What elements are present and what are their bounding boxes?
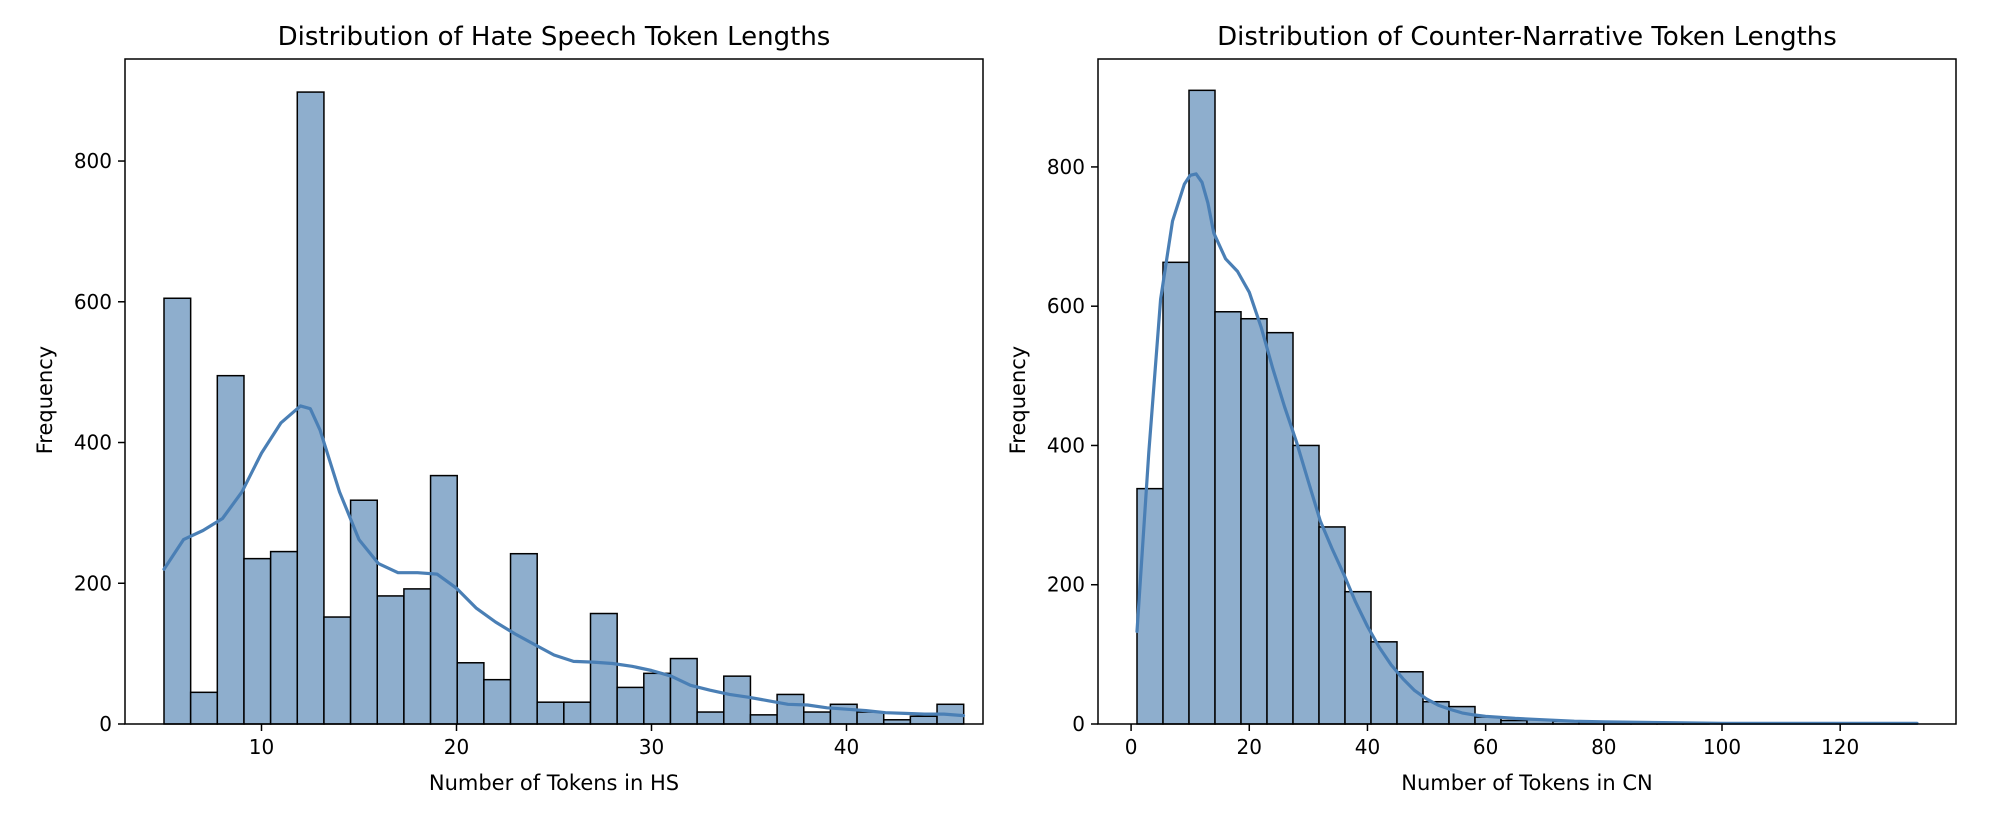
x-tick-label: 20: [444, 735, 469, 759]
histogram-bar: [669, 657, 698, 725]
x-axis-label: Number of Tokens in HS: [429, 771, 679, 795]
histogram-bar: [589, 612, 618, 725]
x-tick-label: 120: [1821, 735, 1859, 759]
histogram-bar: [376, 595, 405, 725]
histogram-bar: [349, 499, 379, 725]
histogram-bar: [323, 616, 352, 725]
histogram-bar: [696, 711, 725, 725]
histogram-bar: [403, 588, 432, 725]
histogram-bar: [1188, 89, 1216, 725]
x-tick-label: 10: [249, 735, 274, 759]
histogram-bar: [643, 672, 672, 725]
histogram-bar: [776, 693, 805, 725]
y-tick-label: 800: [74, 149, 112, 173]
histogram-bar: [483, 678, 512, 725]
histogram-bar: [216, 374, 245, 725]
y-tick-label: 600: [1047, 294, 1085, 318]
plot-area: 0 20 40 60 80 100 120 0 200 400 600 800: [1047, 58, 1957, 759]
y-tick-label: 200: [74, 571, 112, 595]
chart-title: Distribution of Counter-Narrative Token …: [1217, 22, 1837, 52]
histogram-bar: [163, 297, 192, 725]
x-tick-label: 30: [639, 735, 664, 759]
histogram-bar: [803, 711, 832, 725]
histogram-bar: [1240, 317, 1268, 725]
x-axis-label: Number of Tokens in CN: [1401, 771, 1653, 795]
histogram-bar: [909, 715, 938, 725]
y-tick-label: 400: [74, 431, 112, 455]
histogram-bar: [1162, 261, 1190, 725]
kde-curve: [1135, 172, 1919, 725]
y-axis-label: Frequency: [1006, 346, 1030, 455]
x-tick-label: 80: [1591, 735, 1616, 759]
y-tick-label: 800: [1047, 155, 1085, 179]
x-tick-label: 60: [1473, 735, 1498, 759]
histogram-bar: [856, 711, 885, 725]
histogram-bar: [749, 714, 778, 725]
cn-histogram-chart: Distribution of Counter-Narrative Token …: [1006, 22, 1957, 795]
y-tick-label: 200: [1047, 573, 1085, 597]
histogram-bar: [243, 557, 272, 725]
histogram-bar: [1344, 590, 1372, 725]
x-tick-label: 40: [1355, 735, 1380, 759]
plot-frame: [1097, 58, 1957, 725]
x-tick-label: 0: [1125, 735, 1138, 759]
x-tick-label: 20: [1237, 735, 1262, 759]
histogram-bar: [1396, 671, 1424, 725]
histogram-bar: [269, 550, 299, 725]
histogram-bar: [456, 662, 485, 725]
y-tick-label: 600: [74, 290, 112, 314]
kde-curve: [162, 404, 966, 718]
chart-title: Distribution of Hate Speech Token Length…: [278, 22, 831, 52]
histogram-bar: [429, 474, 458, 725]
histogram-bar: [1318, 526, 1346, 725]
x-tick-label: 40: [834, 735, 859, 759]
y-axis-label: Frequency: [33, 346, 57, 455]
hs-histogram-chart: Distribution of Hate Speech Token Length…: [33, 22, 984, 795]
histogram-bar: [189, 691, 219, 725]
histogram-bar: [1292, 444, 1320, 725]
histogram-bar: [1214, 311, 1242, 725]
histogram-bar: [616, 686, 645, 725]
y-tick-label: 400: [1047, 433, 1085, 457]
histogram-bar: [536, 701, 565, 725]
y-tick-label: 0: [99, 712, 112, 736]
y-tick-label: 0: [1072, 712, 1085, 736]
histogram-bar: [1136, 487, 1164, 725]
x-tick-label: 100: [1703, 735, 1741, 759]
plot-frame: [124, 58, 984, 725]
histogram-bar: [563, 701, 592, 725]
histogram-bar: [723, 675, 752, 725]
histogram-bar: [1266, 331, 1294, 725]
